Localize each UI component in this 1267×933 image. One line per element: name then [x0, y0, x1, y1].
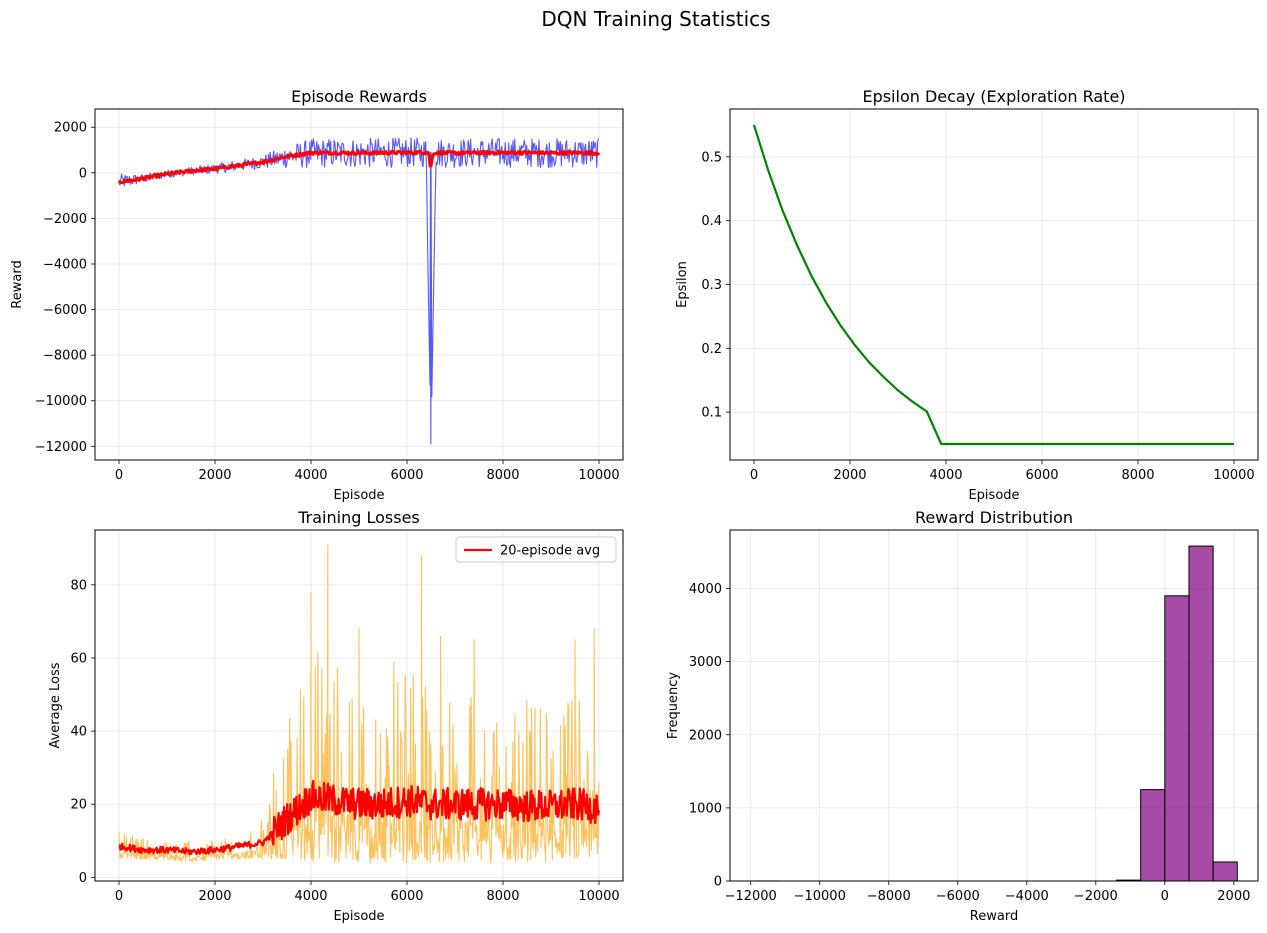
series-line-main: [752, 124, 1234, 446]
legend-box: [455, 536, 617, 563]
y-tick-label: 0.4: [701, 214, 722, 229]
x-tick-label: −8000: [867, 889, 911, 904]
x-tick-label: 8000: [486, 889, 519, 904]
y-tick-label: 0.2: [701, 342, 722, 357]
y-tick-label: 0.1: [701, 406, 722, 421]
chart-title: Epsilon Decay (Exploration Rate): [862, 87, 1125, 106]
y-tick-label: 80: [70, 578, 87, 593]
x-tick-label: 6000: [1025, 468, 1058, 483]
chart-title: Training Losses: [297, 508, 420, 527]
x-tick-label: 4000: [929, 468, 962, 483]
legend: 20-episode avg: [455, 536, 617, 563]
x-tick-label: 2000: [198, 889, 231, 904]
y-tick-label: −4000: [43, 257, 87, 272]
y-tick-label: −12000: [35, 440, 87, 455]
y-tick-label: −10000: [35, 394, 87, 409]
series-line-moving_avg: [118, 779, 601, 856]
figure-title: DQN Training Statistics: [541, 7, 770, 31]
x-axis-label: Episode: [968, 488, 1019, 503]
x-tick-label: −4000: [1005, 889, 1049, 904]
x-tick-label: −10000: [794, 889, 846, 904]
y-tick-label: 0: [79, 871, 87, 886]
axes-frame: [94, 529, 624, 882]
x-tick-label: 0: [1161, 889, 1169, 904]
series-line-moving_avg: [117, 149, 601, 185]
histogram-bar: [1164, 595, 1190, 881]
y-tick-label: 1000: [689, 801, 722, 816]
x-tick-label: −12000: [725, 889, 777, 904]
x-tick-label: 0: [750, 468, 758, 483]
chart-title: Episode Rewards: [291, 87, 427, 106]
x-axis-label: Episode: [333, 488, 384, 503]
x-tick-label: 2000: [1217, 889, 1250, 904]
legend-label: 20-episode avg: [500, 544, 600, 559]
y-tick-label: 0: [79, 166, 87, 181]
x-tick-label: 4000: [294, 468, 327, 483]
x-tick-label: 2000: [833, 468, 866, 483]
axes-frame: [729, 529, 1259, 882]
x-tick-label: 2000: [198, 468, 231, 483]
y-axis-label: Average Loss: [48, 662, 63, 748]
y-tick-label: −8000: [43, 349, 87, 364]
x-tick-label: 10000: [578, 468, 619, 483]
chart-epsilon: 0 2000 4000 6000 8000 10000 0.1 0.2 0.3 0.4 0.5 Eps…: [675, 87, 1259, 503]
x-tick-label: 10000: [1213, 468, 1254, 483]
axes-frame: [94, 108, 624, 461]
x-tick-label: 8000: [1121, 468, 1154, 483]
x-tick-label: 10000: [578, 889, 619, 904]
y-tick-label: −2000: [43, 212, 87, 227]
chart-distribution: −12000 −10000 −8000 −6000 −4000 −2000 0 2000 0 10…: [666, 508, 1259, 924]
y-tick-label: 3000: [689, 655, 722, 670]
chart-title: Reward Distribution: [915, 508, 1073, 527]
histogram-bar: [1212, 861, 1238, 881]
x-tick-label: 0: [115, 468, 123, 483]
y-tick-label: 60: [70, 651, 87, 666]
y-tick-label: 2000: [689, 728, 722, 743]
plot-area: [752, 124, 1234, 446]
chart-losses: 0 2000 4000 6000 8000 10000 0 20 40 60 80 Training …: [48, 508, 624, 924]
x-tick-label: 8000: [486, 468, 519, 483]
histogram-bar: [1188, 545, 1214, 881]
plot-area: [118, 544, 601, 864]
y-tick-label: 0.5: [701, 150, 722, 165]
series-line-raw: [118, 544, 600, 864]
x-tick-label: −2000: [1074, 889, 1118, 904]
y-tick-label: 40: [70, 725, 87, 740]
x-tick-label: 4000: [294, 889, 327, 904]
series-line-raw: [118, 137, 600, 445]
y-axis-label: Epsilon: [675, 261, 690, 308]
x-tick-label: 6000: [390, 468, 423, 483]
y-axis-label: Frequency: [666, 672, 681, 739]
y-tick-label: 2000: [54, 121, 87, 136]
y-tick-label: −6000: [43, 303, 87, 318]
plot-area: [753, 545, 1238, 881]
histogram-bar: [1140, 789, 1166, 881]
x-axis-label: Reward: [970, 909, 1018, 924]
x-tick-label: 6000: [390, 889, 423, 904]
y-axis-label: Reward: [10, 260, 25, 308]
y-tick-label: 4000: [689, 582, 722, 597]
x-tick-label: −6000: [936, 889, 980, 904]
plot-area: [117, 137, 601, 445]
y-tick-label: 20: [70, 798, 87, 813]
x-tick-label: 0: [115, 889, 123, 904]
y-tick-label: 0: [714, 875, 722, 890]
chart-rewards: 0 2000 4000 6000 8000 10000 2000 0 −2000 −4000 −60…: [10, 87, 624, 503]
x-axis-label: Episode: [333, 909, 384, 924]
y-tick-label: 0.3: [701, 278, 722, 293]
